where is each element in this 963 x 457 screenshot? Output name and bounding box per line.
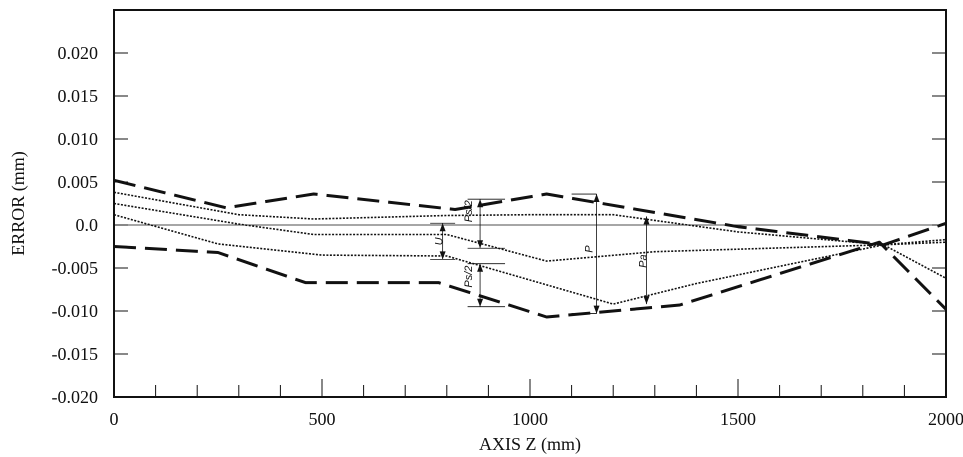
- arrow-head: [439, 223, 446, 232]
- x-tick-label: 2000: [928, 409, 963, 429]
- series-line-5: [113, 213, 947, 305]
- annotation-label: P: [583, 245, 595, 253]
- x-tick-label: 500: [309, 409, 336, 429]
- x-tick-label: 0: [110, 409, 119, 429]
- y-tick-label: 0.015: [58, 86, 99, 106]
- series-lines: [113, 178, 948, 319]
- annotation-marks: U Ps/2 Ps/2 P Pa: [430, 193, 650, 314]
- y-tick-label: 0.0: [76, 215, 99, 235]
- tick-labels: 0.020 0.015 0.010 0.005 0.0 -0.005 -0.010 -0.01…: [52, 43, 963, 429]
- arrow-head: [643, 296, 650, 305]
- arrow-head: [477, 298, 484, 307]
- y-tick-label: 0.010: [58, 129, 99, 149]
- plot-frame: [113, 9, 947, 398]
- x-tick-label: 1000: [512, 409, 548, 429]
- y-tick-label: 0.020: [58, 43, 99, 63]
- arrow-head: [593, 305, 600, 314]
- x-tick-label: 1500: [720, 409, 756, 429]
- series-line-4: [113, 202, 947, 280]
- annotation-label: Ps/2: [463, 200, 475, 222]
- y-axis-label: ERROR (mm): [8, 151, 29, 256]
- annotation-label: Pa: [637, 254, 649, 267]
- arrow-head: [477, 199, 484, 208]
- arrow-head: [477, 263, 484, 272]
- y-tick-label: -0.005: [52, 258, 99, 278]
- arrow-head: [477, 240, 484, 249]
- y-tick-label: -0.015: [52, 344, 99, 364]
- x-axis-label: AXIS Z (mm): [479, 434, 581, 455]
- arrow-head: [643, 216, 650, 225]
- arrow-head: [593, 194, 600, 203]
- arrow-head: [439, 251, 446, 260]
- series-line-3: [113, 191, 947, 246]
- y-tick-label: -0.020: [52, 387, 99, 407]
- series-line-1: [113, 178, 947, 247]
- annotation-label: Ps/2: [463, 266, 475, 288]
- annotation-label: U: [434, 237, 446, 245]
- y-tick-label: -0.010: [52, 301, 99, 321]
- y-tick-label: 0.005: [58, 172, 99, 192]
